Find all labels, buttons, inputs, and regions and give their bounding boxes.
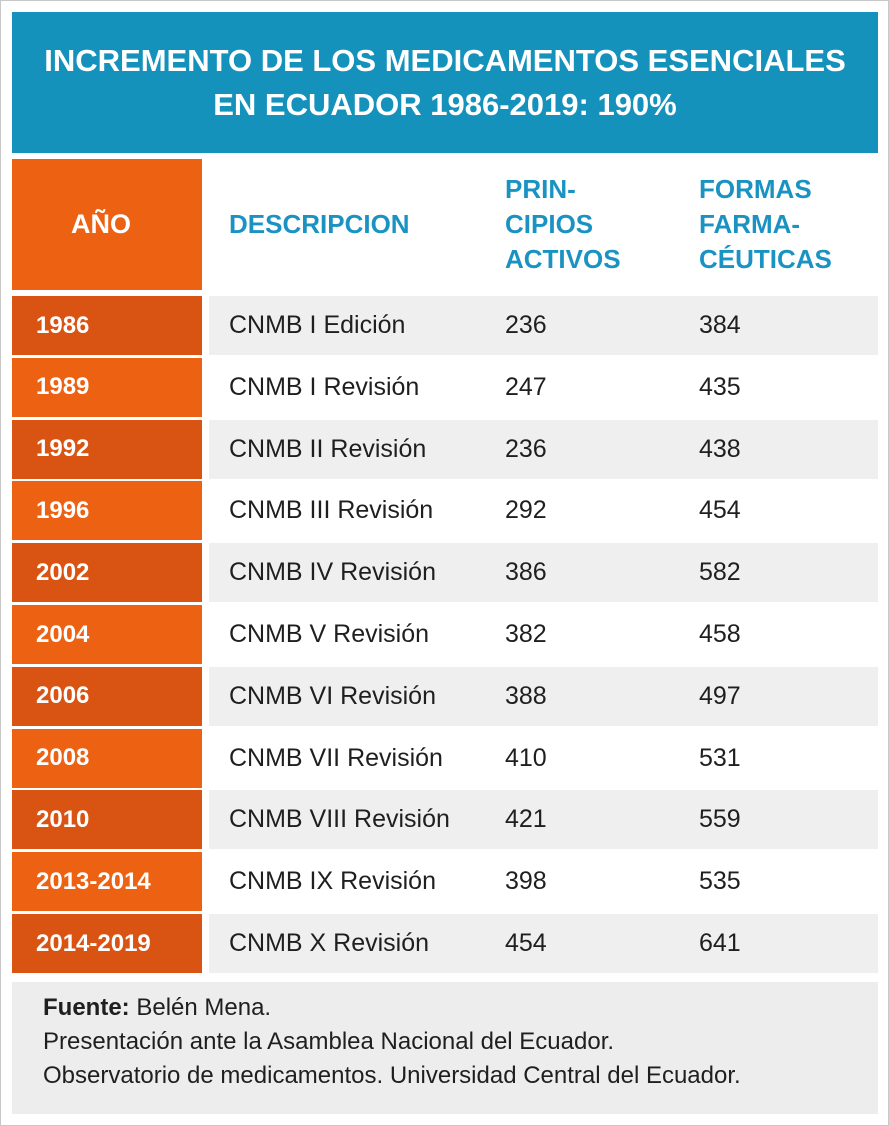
table-row: 1989 CNMB I Revisión 247 435 [12, 357, 878, 417]
description-cell: CNMB III Revisión [229, 496, 434, 525]
principios-activos-cell: 292 [505, 496, 547, 525]
formas-farmaceuticas-cell: 454 [699, 496, 741, 525]
table-header: AÑO DESCRIPCION PRIN- CIPIOS ACTIVOS FOR… [12, 159, 878, 290]
header-principios-line: PRIN- [505, 174, 576, 204]
description-cell: CNMB IV Revisión [229, 558, 436, 587]
principios-activos-cell: 410 [505, 743, 547, 772]
table-row: 2014-2019 CNMB X Revisión 454 641 [12, 914, 878, 973]
formas-farmaceuticas-cell: 559 [699, 805, 741, 834]
formas-farmaceuticas-cell: 535 [699, 867, 741, 896]
description-cell: CNMB IX Revisión [229, 867, 436, 896]
formas-farmaceuticas-cell: 641 [699, 929, 741, 957]
principios-activos-cell: 454 [505, 929, 547, 957]
principios-activos-cell: 236 [505, 434, 547, 463]
description-cell: CNMB I Revisión [229, 372, 420, 401]
row-body: CNMB VII Revisión 410 531 [209, 728, 878, 788]
description-cell: CNMB X Revisión [229, 929, 430, 957]
year-cell: 2004 [12, 605, 202, 664]
table-row: 1986 CNMB I Edición 236 384 [12, 296, 878, 355]
principios-activos-cell: 388 [505, 681, 547, 710]
principios-activos-cell: 247 [505, 372, 547, 401]
header-description: DESCRIPCION [229, 209, 410, 239]
header-formas-line: CÉUTICAS [699, 244, 832, 274]
principios-activos-cell: 386 [505, 558, 547, 587]
table-row: 2004 CNMB V Revisión 382 458 [12, 605, 878, 664]
year-cell: 2014-2019 [12, 914, 202, 973]
footer-source-value: Belén Mena. [129, 994, 272, 1021]
footer-observatory-line: Observatorio de medicamentos. Universida… [43, 1062, 741, 1089]
row-body: CNMB IV Revisión 386 582 [209, 543, 878, 603]
header-formas-farmaceuticas: FORMAS FARMA- CÉUTICAS [699, 159, 832, 290]
header-formas-line: FARMA- [699, 209, 801, 239]
description-cell: CNMB VI Revisión [229, 681, 436, 710]
description-cell: CNMB V Revisión [229, 620, 430, 648]
year-cell: 1986 [12, 296, 202, 355]
row-body: CNMB VI Revisión 388 497 [209, 666, 878, 726]
title-banner: INCREMENTO DE LOS MEDICAMENTOS ESENCIALE… [12, 12, 878, 153]
year-cell: 1989 [12, 357, 202, 417]
table-row: 2013-2014 CNMB IX Revisión 398 535 [12, 852, 878, 912]
year-cell: 1992 [12, 419, 202, 479]
table-row: 1996 CNMB III Revisión 292 454 [12, 481, 878, 541]
formas-farmaceuticas-cell: 497 [699, 681, 741, 710]
year-cell: 2010 [12, 790, 202, 850]
table-row: 2008 CNMB VII Revisión 410 531 [12, 728, 878, 788]
formas-farmaceuticas-cell: 438 [699, 434, 741, 463]
row-body: CNMB V Revisión 382 458 [209, 605, 878, 664]
formas-farmaceuticas-cell: 582 [699, 558, 741, 587]
row-body: CNMB IX Revisión 398 535 [209, 852, 878, 912]
description-cell: CNMB II Revisión [229, 434, 427, 463]
row-body: CNMB I Edición 236 384 [209, 296, 878, 355]
description-cell: CNMB I Edición [229, 311, 406, 339]
principios-activos-cell: 236 [505, 311, 547, 339]
title-line-2: EN ECUADOR 1986-2019: 190% [213, 86, 677, 122]
year-cell: 2002 [12, 543, 202, 603]
header-principios-activos: PRIN- CIPIOS ACTIVOS [505, 159, 621, 290]
year-cell: 2006 [12, 666, 202, 726]
formas-farmaceuticas-cell: 435 [699, 372, 741, 401]
table-row: 2002 CNMB IV Revisión 386 582 [12, 543, 878, 603]
header-principios-line: ACTIVOS [505, 244, 621, 274]
row-body: CNMB III Revisión 292 454 [209, 481, 878, 541]
table-row: 2010 CNMB VIII Revisión 421 559 [12, 790, 878, 850]
row-body: CNMB X Revisión 454 641 [209, 914, 878, 973]
row-body: CNMB II Revisión 236 438 [209, 419, 878, 479]
table-row: 1992 CNMB II Revisión 236 438 [12, 419, 878, 479]
header-principios-line: CIPIOS [505, 209, 594, 239]
year-cell: 1996 [12, 481, 202, 541]
footer-source-line: Fuente: Belén Mena. [43, 991, 878, 1025]
source-footer: Fuente: Belén Mena. Presentación ante la… [12, 982, 878, 1114]
principios-activos-cell: 421 [505, 805, 547, 834]
header-year: AÑO [12, 159, 202, 290]
formas-farmaceuticas-cell: 531 [699, 743, 741, 772]
principios-activos-cell: 382 [505, 620, 547, 648]
year-cell: 2008 [12, 728, 202, 788]
title-line-1: INCREMENTO DE LOS MEDICAMENTOS ESENCIALE… [44, 42, 846, 78]
table-row: 2006 CNMB VI Revisión 388 497 [12, 666, 878, 726]
footer-presentation-line: Presentación ante la Asamblea Nacional d… [43, 1028, 615, 1055]
formas-farmaceuticas-cell: 458 [699, 620, 741, 648]
principios-activos-cell: 398 [505, 867, 547, 896]
header-formas-line: FORMAS [699, 174, 812, 204]
footer-source-label: Fuente: [43, 994, 130, 1021]
description-cell: CNMB VIII Revisión [229, 805, 450, 834]
year-cell: 2013-2014 [12, 852, 202, 912]
description-cell: CNMB VII Revisión [229, 743, 443, 772]
row-body: CNMB I Revisión 247 435 [209, 357, 878, 417]
formas-farmaceuticas-cell: 384 [699, 311, 741, 339]
row-body: CNMB VIII Revisión 421 559 [209, 790, 878, 850]
